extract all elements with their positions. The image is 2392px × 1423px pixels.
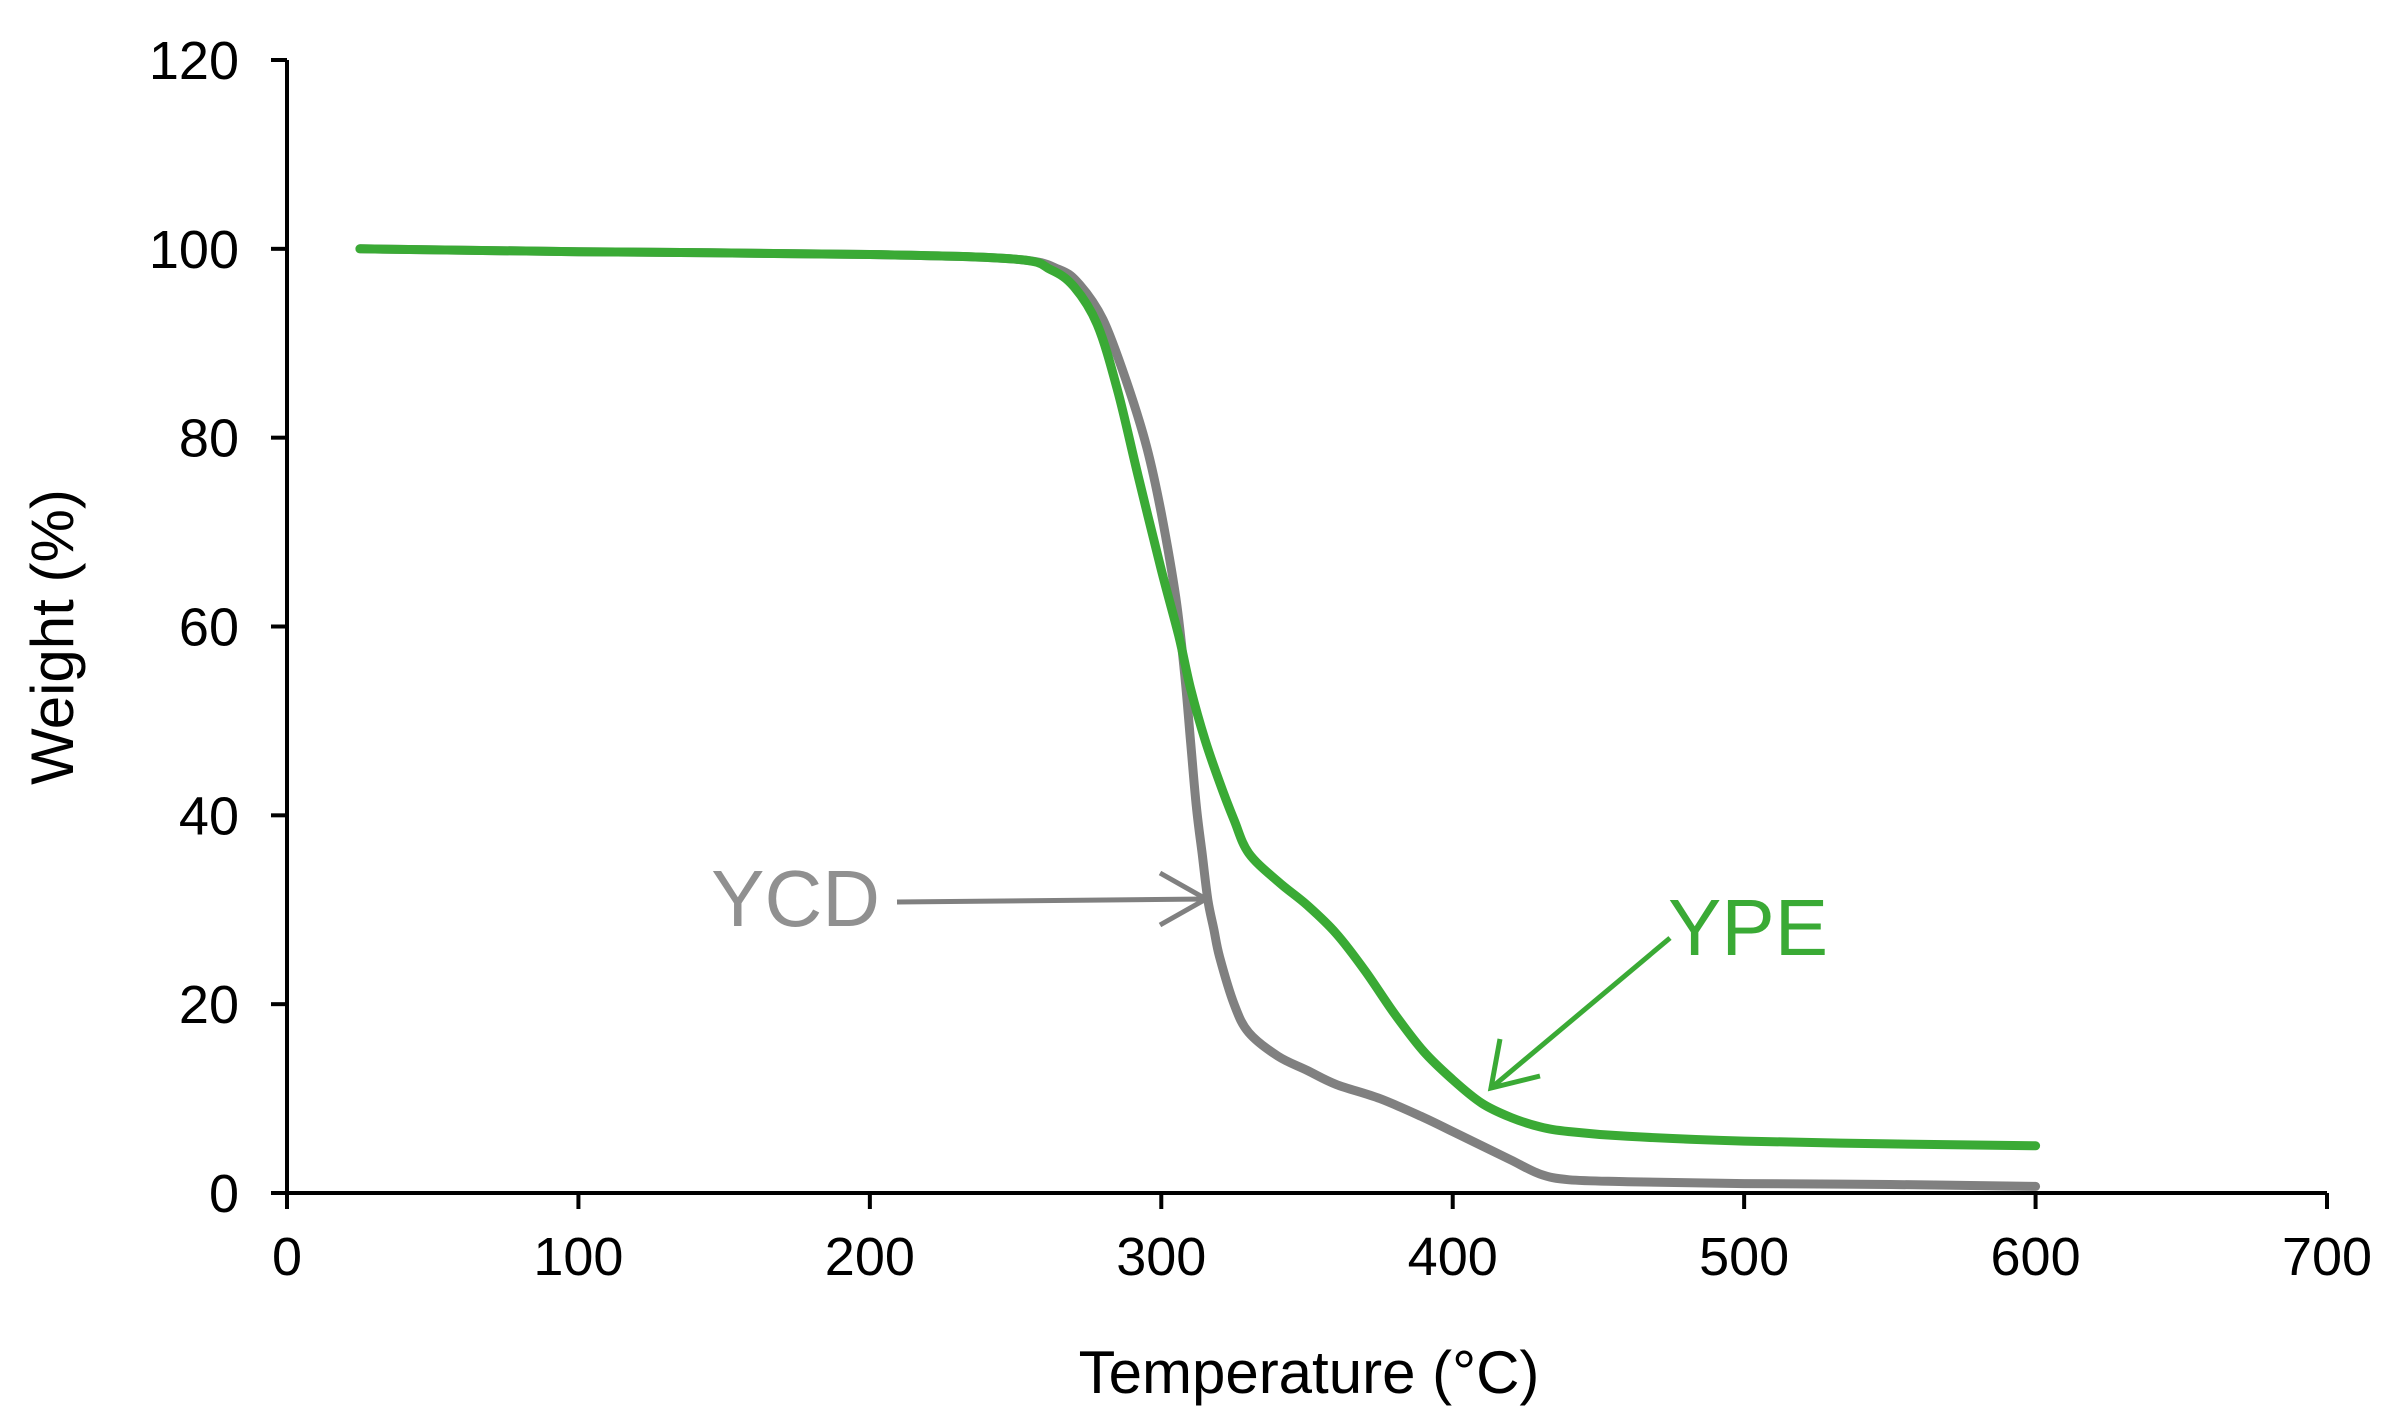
x-ticks: 0 100 200 300 400 500 600 700: [272, 1193, 2372, 1287]
ycd-arrow-head: [1158, 870, 1212, 928]
ycd-arrow-shaft: [896, 896, 1207, 905]
y-tick-label-0: 0: [209, 1164, 239, 1224]
x-tick-label-0: 0: [272, 1227, 302, 1287]
x-tick-label-700: 700: [2282, 1227, 2372, 1287]
x-tick-label-200: 200: [825, 1227, 915, 1287]
x-tick-label-600: 600: [1991, 1227, 2081, 1287]
ycd-label: YCD: [711, 854, 880, 943]
y-tick-label-120: 120: [149, 31, 239, 91]
y-tick-label-40: 40: [179, 786, 239, 846]
series-line-ype: [355, 244, 2041, 1151]
x-tick-label-500: 500: [1699, 1227, 1789, 1287]
x-tick-label-300: 300: [1116, 1227, 1206, 1287]
x-tick-label-100: 100: [533, 1227, 623, 1287]
ype-arrow-head: [1487, 1038, 1541, 1092]
annotation-ycd: YCD: [711, 854, 1212, 943]
ype-label: YPE: [1668, 883, 1828, 972]
annotation-ype: YPE: [1487, 883, 1828, 1092]
ype-arrow-shaft: [1489, 936, 1672, 1090]
axes: [285, 60, 2327, 1195]
y-tick-label-80: 80: [179, 409, 239, 469]
y-tick-label-20: 20: [179, 975, 239, 1035]
x-tick-label-400: 400: [1408, 1227, 1498, 1287]
x-axis-title: Temperature (°C): [1079, 1339, 1540, 1406]
series-layer: [355, 244, 2041, 1191]
y-axis-title: Weight (%): [19, 489, 86, 785]
y-tick-label-60: 60: [179, 598, 239, 658]
y-tick-label-100: 100: [149, 220, 239, 280]
y-ticks: 0 20 40 60 80 100 120: [149, 31, 287, 1224]
